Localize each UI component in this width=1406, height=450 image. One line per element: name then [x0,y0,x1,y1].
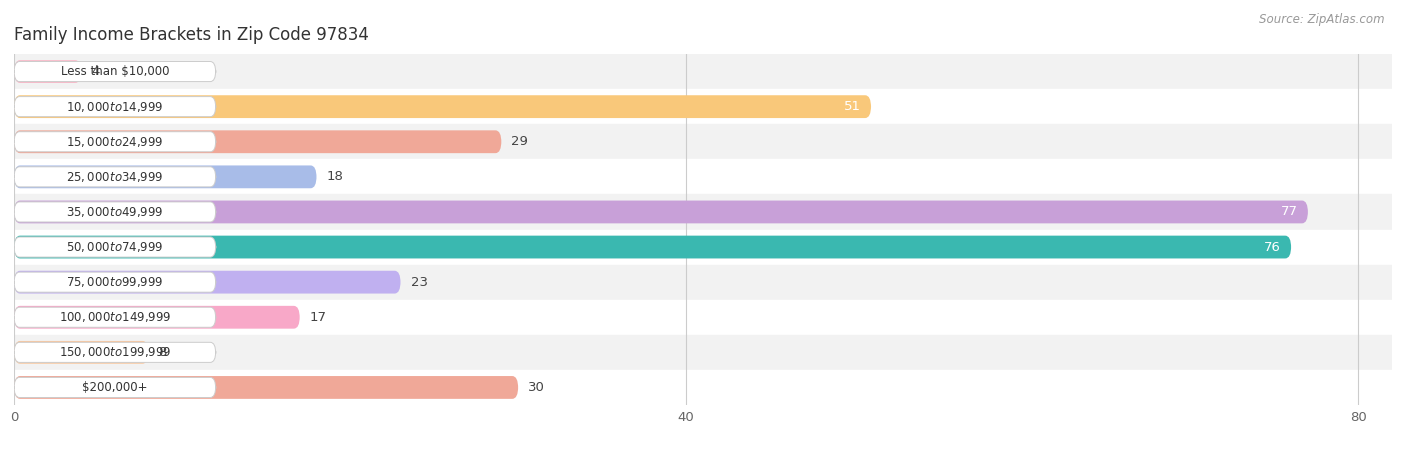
Text: 30: 30 [529,381,546,394]
Text: 76: 76 [1264,241,1281,253]
Text: 29: 29 [512,135,529,148]
FancyBboxPatch shape [14,272,215,292]
FancyBboxPatch shape [14,95,872,118]
Text: Source: ZipAtlas.com: Source: ZipAtlas.com [1260,14,1385,27]
Text: 4: 4 [91,65,100,78]
Bar [14,300,1392,335]
FancyBboxPatch shape [14,341,149,364]
Bar [14,370,1392,405]
FancyBboxPatch shape [14,60,82,83]
FancyBboxPatch shape [14,376,519,399]
FancyBboxPatch shape [14,166,316,188]
FancyBboxPatch shape [14,97,215,117]
Text: $10,000 to $14,999: $10,000 to $14,999 [66,99,163,114]
Text: $50,000 to $74,999: $50,000 to $74,999 [66,240,163,254]
FancyBboxPatch shape [14,130,502,153]
Bar [14,335,1392,370]
Text: 8: 8 [159,346,167,359]
FancyBboxPatch shape [14,62,215,81]
Text: $150,000 to $199,999: $150,000 to $199,999 [59,345,172,360]
Text: 51: 51 [844,100,860,113]
FancyBboxPatch shape [14,132,215,152]
Text: 77: 77 [1281,206,1298,218]
FancyBboxPatch shape [14,237,215,257]
Text: 17: 17 [309,311,326,324]
Text: $75,000 to $99,999: $75,000 to $99,999 [66,275,163,289]
Bar [14,159,1392,194]
FancyBboxPatch shape [14,271,401,293]
Bar [14,265,1392,300]
Bar [14,230,1392,265]
Text: Less than $10,000: Less than $10,000 [60,65,169,78]
FancyBboxPatch shape [14,307,215,327]
FancyBboxPatch shape [14,378,215,397]
FancyBboxPatch shape [14,342,215,362]
Text: $100,000 to $149,999: $100,000 to $149,999 [59,310,172,324]
Bar [14,54,1392,89]
Text: $35,000 to $49,999: $35,000 to $49,999 [66,205,163,219]
Text: Family Income Brackets in Zip Code 97834: Family Income Brackets in Zip Code 97834 [14,26,368,44]
FancyBboxPatch shape [14,201,1308,223]
Text: $25,000 to $34,999: $25,000 to $34,999 [66,170,163,184]
Bar [14,194,1392,230]
Text: 18: 18 [326,171,343,183]
Text: $15,000 to $24,999: $15,000 to $24,999 [66,135,163,149]
FancyBboxPatch shape [14,306,299,328]
FancyBboxPatch shape [14,202,215,222]
Bar [14,124,1392,159]
Text: 23: 23 [411,276,427,288]
FancyBboxPatch shape [14,167,215,187]
Bar [14,89,1392,124]
FancyBboxPatch shape [14,236,1291,258]
Text: $200,000+: $200,000+ [82,381,148,394]
